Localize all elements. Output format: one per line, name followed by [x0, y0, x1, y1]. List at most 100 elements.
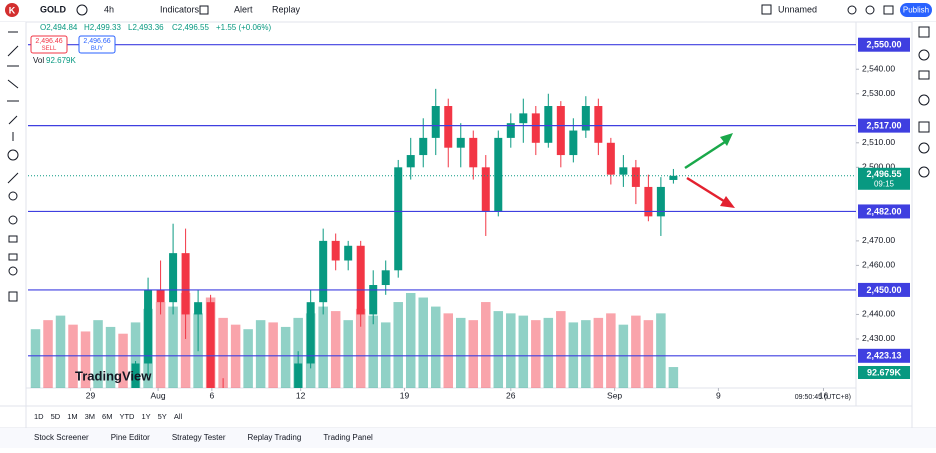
- candle-body: [181, 253, 190, 315]
- tool-trash[interactable]: [8, 291, 18, 302]
- sell-price: 2,496.46: [35, 38, 62, 45]
- left-toolbar: [0, 22, 26, 428]
- publish-button[interactable]: [900, 3, 932, 17]
- down-arrowhead: [720, 196, 735, 208]
- up-arrowhead: [720, 133, 733, 146]
- y-tick-label: 2,430.00: [862, 333, 895, 343]
- symbol[interactable]: GOLD: [40, 4, 66, 14]
- volume-bar: [155, 302, 166, 388]
- tool-emoji[interactable]: [7, 149, 19, 161]
- buy-button[interactable]: [78, 35, 116, 54]
- candle-body: [619, 167, 628, 175]
- ideas-icon[interactable]: [918, 121, 930, 133]
- candle-body: [406, 155, 415, 168]
- panel-tab[interactable]: Stock Screener: [34, 433, 89, 442]
- candle-body: [294, 363, 303, 388]
- range-button[interactable]: 6M: [102, 412, 112, 421]
- range-button[interactable]: 5Y: [158, 412, 167, 421]
- panel-tab[interactable]: Trading Panel: [323, 433, 373, 442]
- volume-bar: [631, 315, 641, 388]
- candle-body: [219, 388, 227, 400]
- range-button[interactable]: YTD: [119, 412, 135, 421]
- watchlist-icon[interactable]: [918, 26, 930, 38]
- tool-brush[interactable]: [8, 115, 18, 125]
- avatar[interactable]: [5, 3, 19, 17]
- range-button[interactable]: 3M: [85, 412, 95, 421]
- candle-body: [194, 302, 203, 315]
- panel-tab[interactable]: Replay Trading: [248, 433, 302, 442]
- alerts-icon[interactable]: [918, 49, 930, 61]
- level-label-box: [858, 118, 910, 133]
- fullscreen-icon[interactable]: [865, 5, 875, 15]
- ohlc-open: O2,494.84: [40, 23, 78, 32]
- tool-ruler[interactable]: [7, 172, 19, 184]
- snapshot-icon[interactable]: [883, 5, 894, 15]
- indicators-button[interactable]: Indicators: [160, 4, 200, 14]
- x-tick-label: 16: [819, 390, 829, 400]
- level-label-box: [858, 37, 910, 52]
- candle-body: [531, 113, 540, 143]
- range-button[interactable]: 1D: [34, 412, 44, 421]
- alert-button[interactable]: Alert: [234, 4, 253, 14]
- replay-button[interactable]: Replay: [272, 4, 301, 14]
- candle-body: [282, 393, 290, 418]
- range-button[interactable]: All: [174, 412, 183, 421]
- range-button[interactable]: 1M: [67, 412, 77, 421]
- layout-icon[interactable]: [761, 4, 772, 15]
- tool-lock[interactable]: [8, 235, 18, 243]
- layout-name[interactable]: Unnamed: [778, 4, 817, 14]
- right-toolbar: [912, 22, 936, 428]
- candle-body: [394, 167, 403, 271]
- candle-body: [569, 130, 578, 156]
- volume-bar: [43, 320, 53, 388]
- interval[interactable]: 4h: [104, 4, 114, 14]
- tool-hide[interactable]: [8, 253, 18, 261]
- templates-icon[interactable]: [199, 5, 209, 15]
- last-price-box: [858, 167, 910, 190]
- candle-body: [131, 363, 140, 388]
- volume-bar: [318, 306, 328, 388]
- avatar-letter: K: [9, 5, 16, 15]
- help-icon[interactable]: [918, 166, 930, 178]
- layers-icon[interactable]: [918, 70, 930, 80]
- volume-bar: [581, 320, 591, 388]
- x-tick-label: 26: [506, 390, 516, 400]
- volume-bar: [218, 317, 228, 388]
- volume-bar: [93, 320, 103, 388]
- x-tick-label: Sep: [607, 390, 622, 400]
- tool-trendline[interactable]: [7, 45, 19, 57]
- range-button[interactable]: 1Y: [141, 412, 150, 421]
- candle-body: [344, 245, 353, 261]
- candle-body: [556, 106, 565, 156]
- sell-button[interactable]: [30, 35, 68, 54]
- chat-icon[interactable]: [918, 142, 930, 154]
- panel-tab[interactable]: Strategy Tester: [172, 433, 226, 442]
- volume-axis-label: 92.679K: [867, 367, 902, 377]
- tool-pattern[interactable]: [7, 79, 19, 89]
- x-tick-label: 29: [86, 390, 96, 400]
- candle-body: [469, 137, 478, 168]
- candle-body: [606, 142, 615, 175]
- candle-body: [269, 400, 277, 417]
- range-button[interactable]: 5D: [51, 412, 61, 421]
- volume-bar: [643, 320, 654, 388]
- news-icon[interactable]: [918, 94, 930, 106]
- candle-body: [169, 253, 178, 303]
- tool-magnet[interactable]: [8, 215, 18, 225]
- tool-eye[interactable]: [8, 266, 18, 276]
- candle-body: [506, 123, 515, 138]
- settings-icon[interactable]: [847, 5, 857, 15]
- volume-bar: [168, 306, 178, 388]
- candle-body: [481, 167, 490, 212]
- add-symbol[interactable]: [76, 4, 88, 16]
- volume-bar: [355, 308, 366, 388]
- tool-zoom[interactable]: [8, 191, 18, 201]
- candle-body: [444, 106, 453, 148]
- candle-body: [232, 400, 240, 425]
- volume-bar: [606, 313, 616, 388]
- down-arrow: [686, 176, 728, 205]
- top-bar: [0, 0, 936, 22]
- volume-bar: [268, 322, 278, 388]
- volume-bar: [118, 333, 128, 388]
- panel-tab[interactable]: Pine Editor: [111, 433, 150, 442]
